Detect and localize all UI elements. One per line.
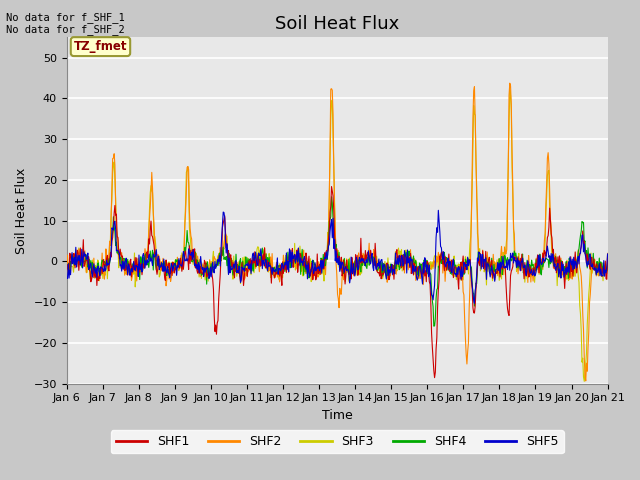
Text: No data for f_SHF_1: No data for f_SHF_1 — [6, 12, 125, 23]
Text: No data for f_SHF_2: No data for f_SHF_2 — [6, 24, 125, 35]
Title: Soil Heat Flux: Soil Heat Flux — [275, 15, 399, 33]
Y-axis label: Soil Heat Flux: Soil Heat Flux — [15, 168, 28, 253]
X-axis label: Time: Time — [322, 409, 353, 422]
Legend: SHF1, SHF2, SHF3, SHF4, SHF5: SHF1, SHF2, SHF3, SHF4, SHF5 — [111, 431, 564, 454]
Text: TZ_fmet: TZ_fmet — [74, 40, 127, 53]
